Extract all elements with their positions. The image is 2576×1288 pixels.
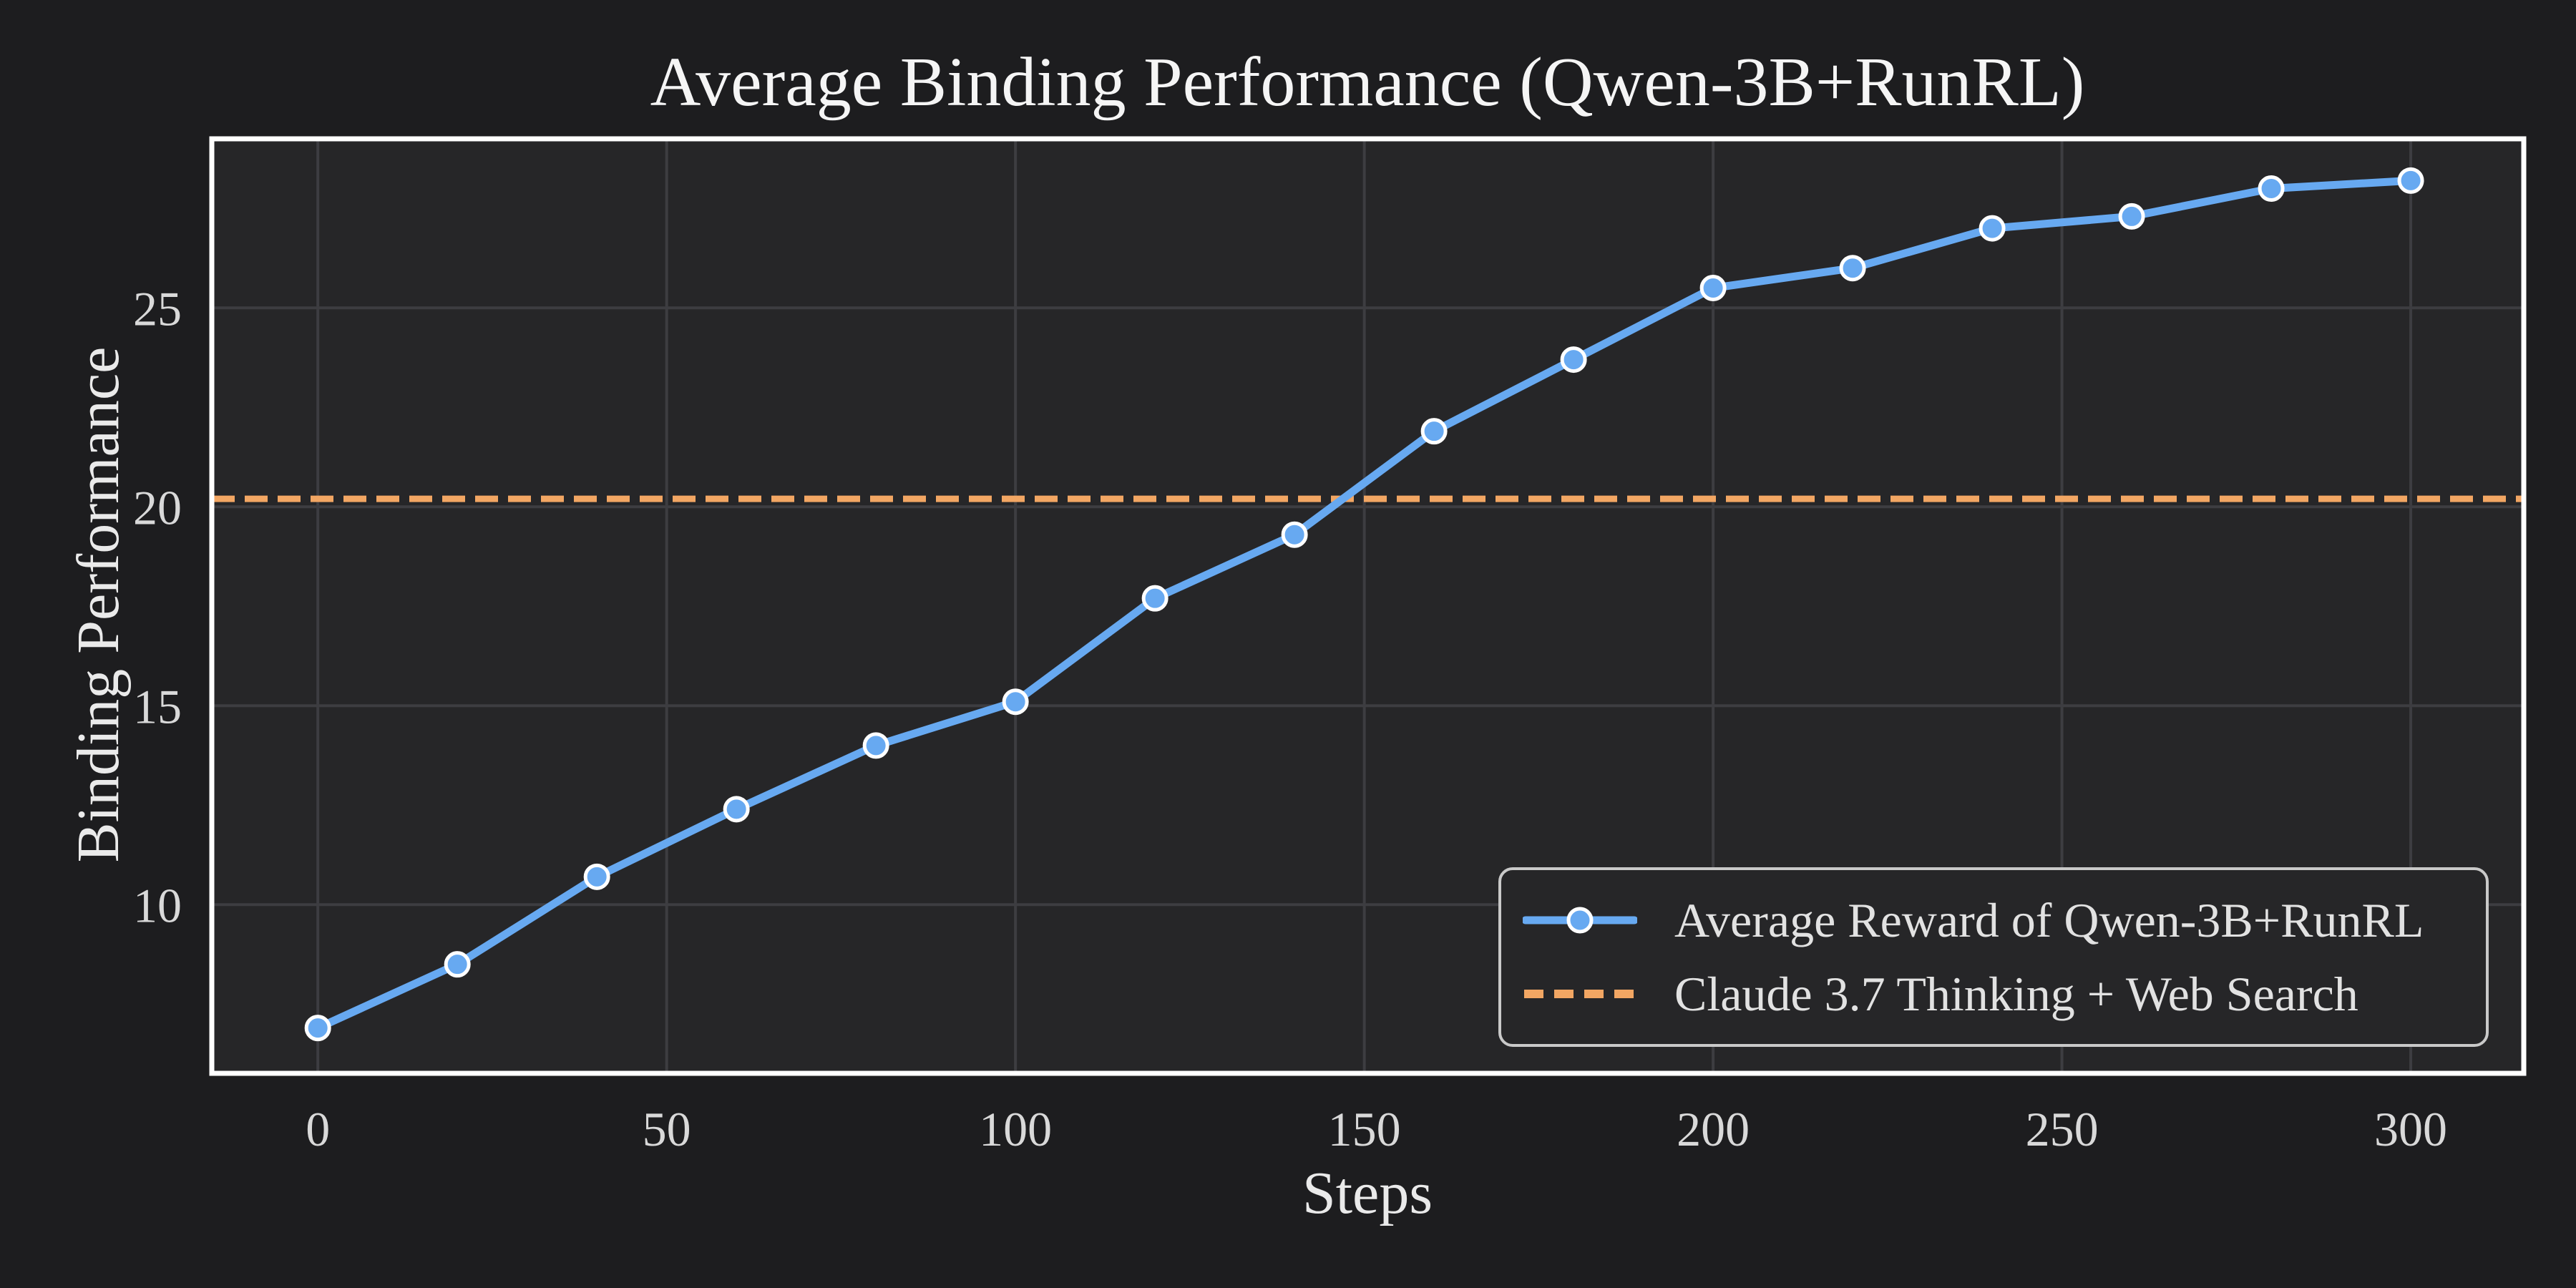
y-tick-label: 20 xyxy=(133,480,182,535)
legend-circle-marker-icon xyxy=(1566,907,1594,934)
data-point-marker xyxy=(1281,521,1308,548)
x-tick-label: 250 xyxy=(2026,1102,2099,1156)
legend-line-marker-sample xyxy=(1523,907,1637,934)
y-tick-label: 25 xyxy=(133,281,182,336)
x-axis-label: Steps xyxy=(1302,1160,1433,1226)
data-point-marker xyxy=(1839,255,1866,282)
x-tick-label: 50 xyxy=(643,1102,691,1156)
data-point-marker xyxy=(2258,175,2285,202)
x-tick-label: 150 xyxy=(1328,1102,1401,1156)
data-point-marker xyxy=(2397,167,2424,194)
x-tick-label: 100 xyxy=(979,1102,1052,1156)
legend-label-claude: Claude 3.7 Thinking + Web Search xyxy=(1674,967,2358,1022)
data-point-marker xyxy=(1420,418,1448,445)
data-point-marker xyxy=(862,732,889,759)
x-tick-label: 0 xyxy=(306,1102,330,1156)
y-tick-label: 10 xyxy=(133,878,182,932)
x-tick-label: 200 xyxy=(1677,1102,1750,1156)
data-point-marker xyxy=(1002,688,1029,716)
data-point-marker xyxy=(583,863,610,890)
data-point-marker xyxy=(1560,346,1587,374)
data-point-marker xyxy=(2118,203,2145,230)
legend-entry-claude: Claude 3.7 Thinking + Web Search xyxy=(1523,970,2486,1018)
data-point-marker xyxy=(304,1015,331,1042)
chart-title: Average Binding Performance (Qwen-3B+Run… xyxy=(650,44,2085,121)
legend: Average Reward of Qwen-3B+RunRL Claude 3… xyxy=(1498,867,2489,1047)
data-point-marker xyxy=(444,951,471,978)
y-tick-label: 15 xyxy=(133,679,182,733)
data-point-marker xyxy=(1979,215,2006,242)
y-axis-label: Binding Performance xyxy=(65,346,132,863)
legend-label-qwen: Average Reward of Qwen-3B+RunRL xyxy=(1674,892,2424,947)
data-point-marker xyxy=(1141,585,1169,612)
legend-dashed-line-sample xyxy=(1524,990,1636,999)
plot-border xyxy=(209,136,2527,1076)
data-point-marker xyxy=(723,796,750,823)
reward-line xyxy=(313,176,2415,1033)
x-tick-label: 300 xyxy=(2374,1102,2447,1156)
legend-entry-qwen: Average Reward of Qwen-3B+RunRL xyxy=(1523,896,2486,945)
data-point-marker xyxy=(1699,274,1727,301)
